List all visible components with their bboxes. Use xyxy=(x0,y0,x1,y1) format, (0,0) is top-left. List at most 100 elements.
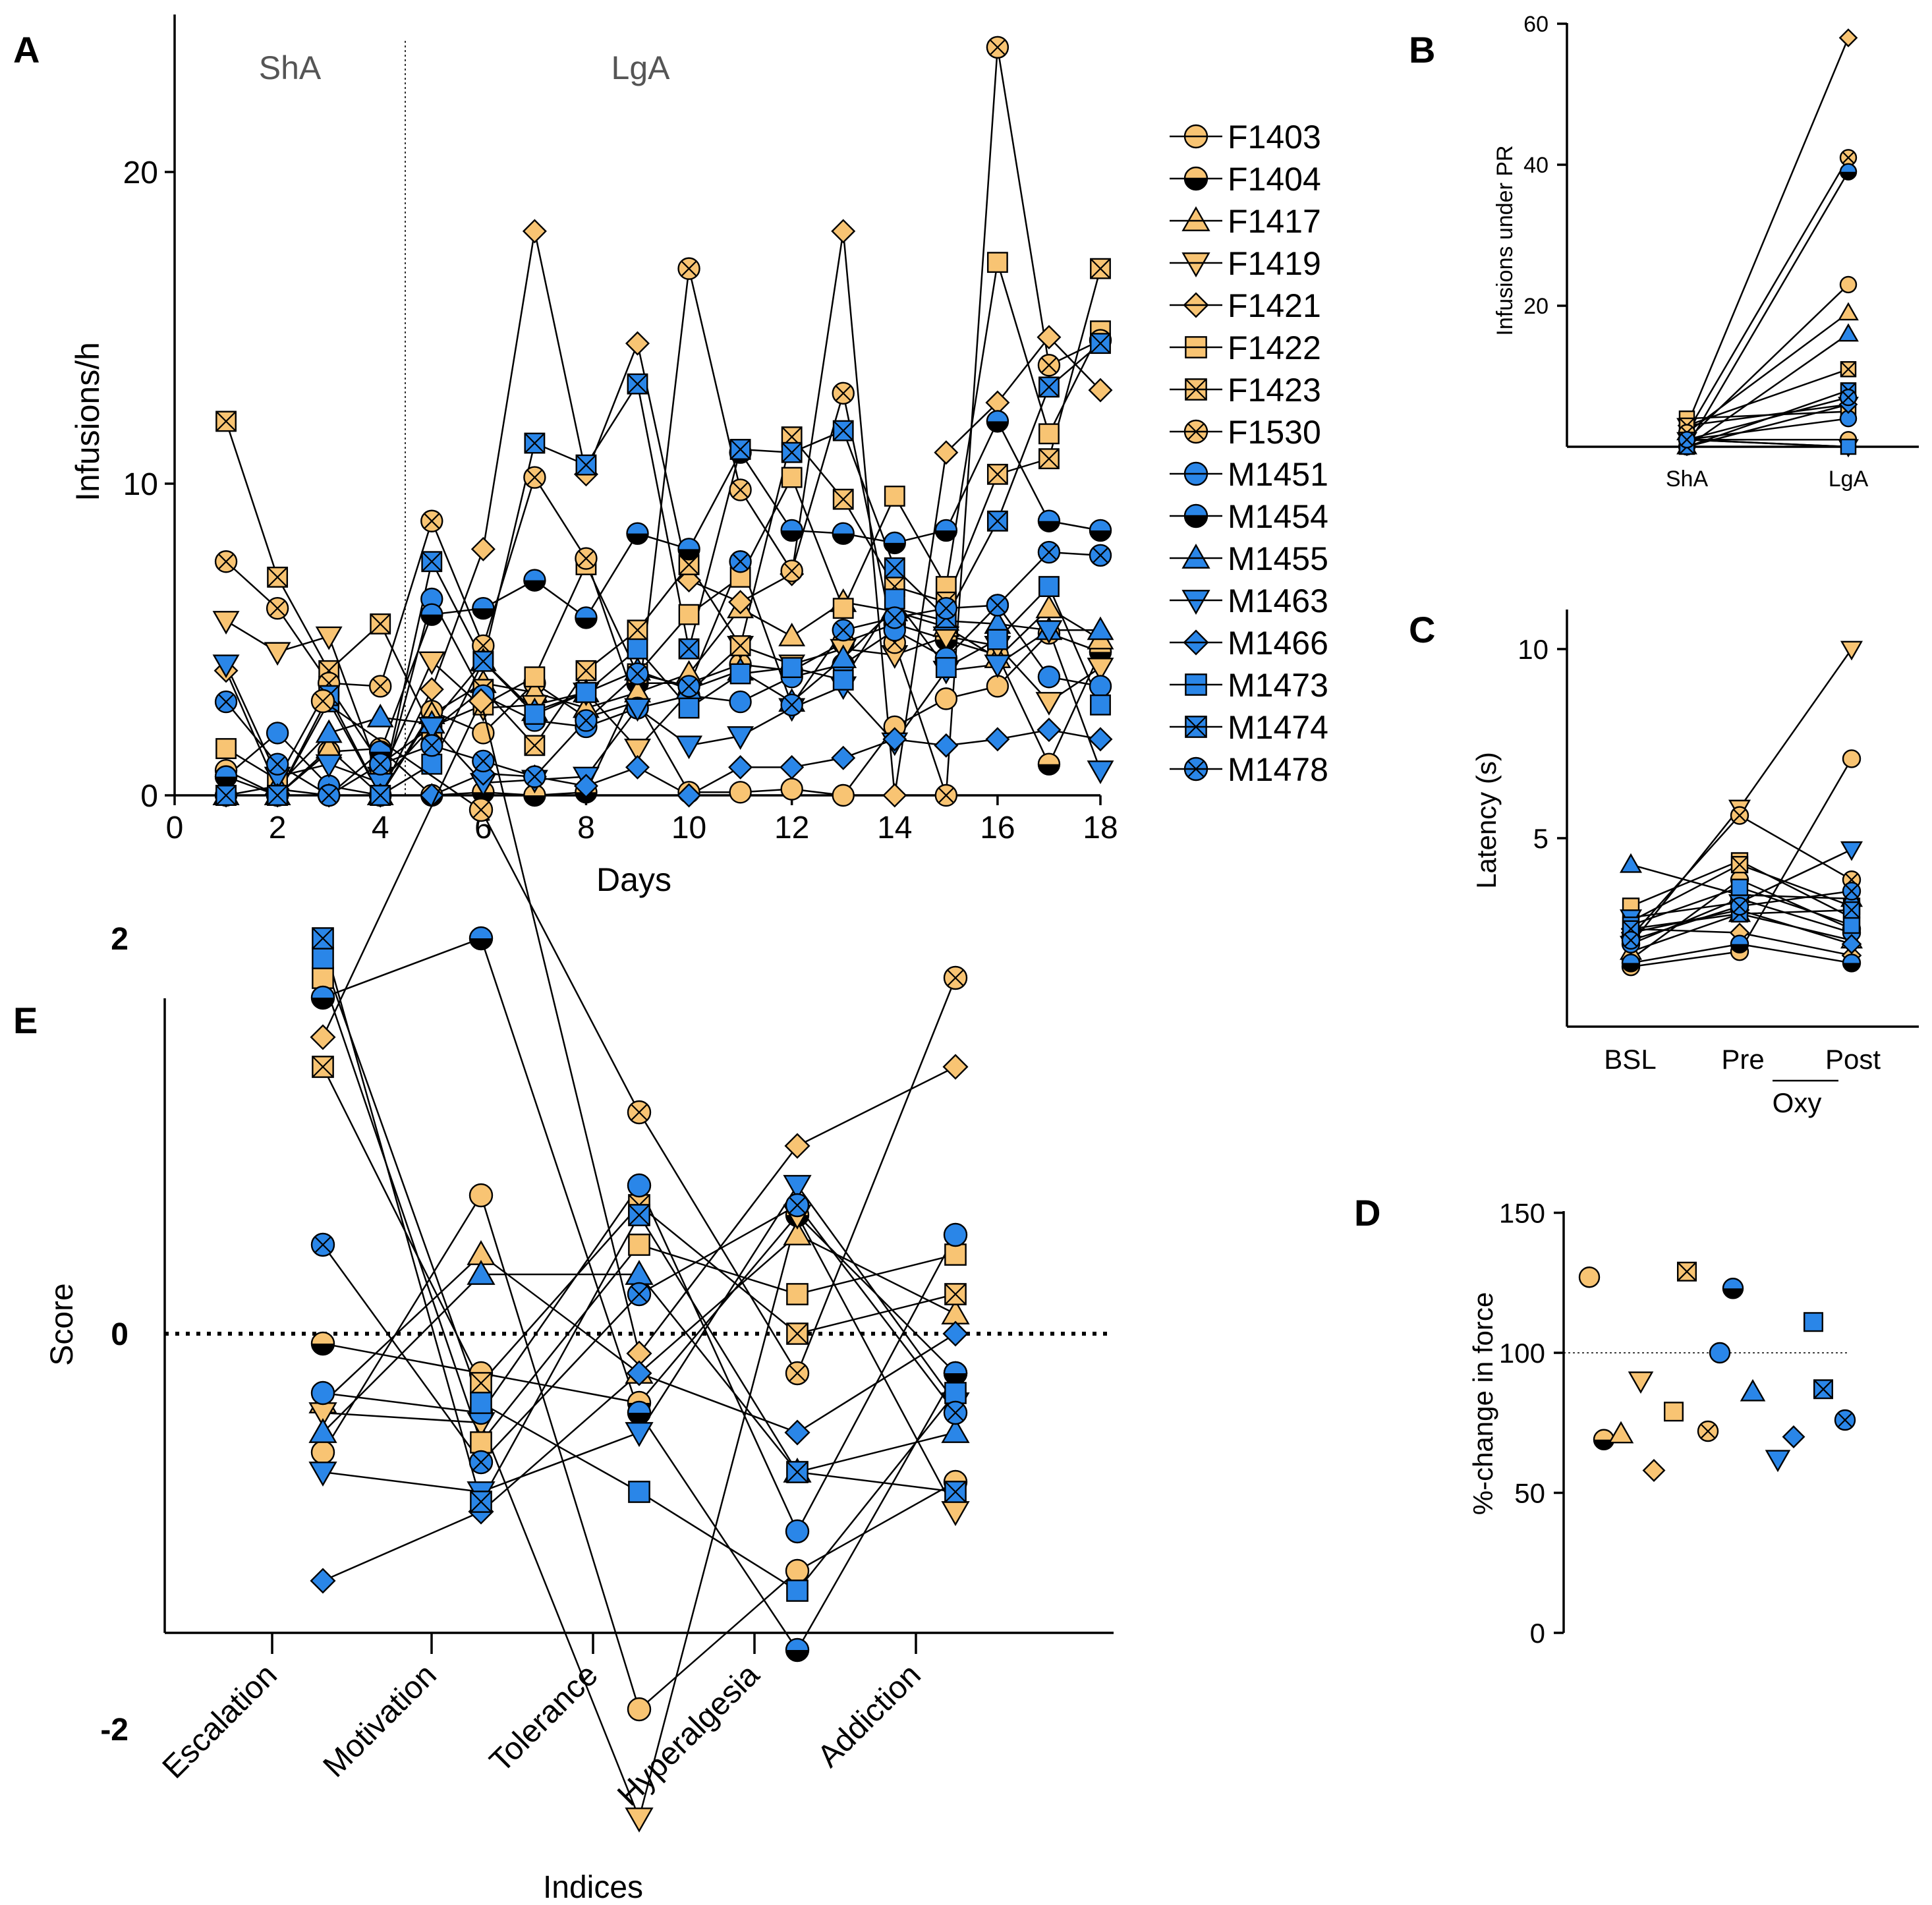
panel-b: B 20 40 60 ShA LgA Infusions under PR xyxy=(1409,12,1919,492)
point-M1454 xyxy=(1037,509,1061,532)
legend-label: F1404 xyxy=(1228,161,1321,198)
point-F1403 xyxy=(832,783,855,807)
point-M1455 xyxy=(308,1418,337,1443)
point-M1466 xyxy=(728,754,753,780)
legend-symbol-M1455 xyxy=(1181,544,1210,569)
legend-item: F1421 xyxy=(1170,287,1321,324)
legend-item: M1474 xyxy=(1170,709,1328,746)
panel-b-label: B xyxy=(1409,29,1435,71)
tick-label: Post xyxy=(1825,1044,1881,1075)
point-F1417 xyxy=(1608,1421,1634,1444)
legend-item: M1455 xyxy=(1170,540,1328,577)
point-M1454 xyxy=(986,410,1009,433)
point-F1404 xyxy=(310,1331,335,1356)
phase-label-sha: ShA xyxy=(259,49,322,86)
point-M1473 xyxy=(729,663,751,685)
point-M1454 xyxy=(780,519,803,542)
tick-label: Escalation xyxy=(156,1657,284,1785)
panel-c-ticks: 5 10 BSL Pre Post xyxy=(1518,634,1881,1075)
point-M1478 xyxy=(1089,544,1112,567)
point-M1451 xyxy=(266,722,289,745)
series-line-M1451 xyxy=(1686,417,1849,441)
point-M1473 xyxy=(1842,916,1861,934)
legend-label: M1455 xyxy=(1228,540,1328,577)
panel-b-markers xyxy=(1676,28,1859,458)
point-F1422 xyxy=(1038,423,1060,445)
point-F1421 xyxy=(1642,1459,1666,1482)
point-F1419 xyxy=(212,611,240,635)
point-F1530 xyxy=(986,36,1009,59)
point-F1530 xyxy=(1730,806,1749,825)
point-F1530 xyxy=(832,382,855,405)
tick-label: 4 xyxy=(372,810,389,845)
tick-label: 5 xyxy=(1533,823,1548,854)
legend-item: F1423 xyxy=(1170,372,1321,409)
legend-marker xyxy=(1181,252,1210,277)
tick-label: 18 xyxy=(1083,810,1118,845)
series-line-M1466 xyxy=(226,729,1101,797)
panel-d-label: D xyxy=(1354,1192,1380,1234)
point-M1474 xyxy=(575,454,597,476)
panel-d-ticks: 0 50 100 150 xyxy=(1499,1198,1564,1649)
tick-label: 10 xyxy=(671,810,706,845)
point-M1463 xyxy=(1765,1450,1791,1473)
legend-item: M1466 xyxy=(1170,625,1328,662)
legend-label: M1473 xyxy=(1228,667,1328,704)
point-F1421 xyxy=(831,219,856,244)
panel-b-ticks: 20 40 60 ShA LgA xyxy=(1523,12,1868,492)
point-F1403 xyxy=(472,722,495,745)
point-F1530 xyxy=(934,783,958,807)
tick-label: 8 xyxy=(577,810,595,845)
point-F1419 xyxy=(625,1807,654,1833)
point-M1454 xyxy=(469,926,494,951)
point-F1422 xyxy=(678,604,700,625)
point-M1473 xyxy=(935,657,957,678)
legend-item: F1419 xyxy=(1170,245,1321,282)
point-M1455 xyxy=(1087,616,1114,640)
point-F1422 xyxy=(786,1283,809,1305)
point-F1403 xyxy=(627,1697,652,1722)
legend-item: F1403 xyxy=(1170,119,1321,156)
point-F1419 xyxy=(418,651,445,675)
point-M1466 xyxy=(831,745,856,770)
point-M1473 xyxy=(1840,438,1857,455)
point-M1451 xyxy=(1709,1342,1731,1364)
point-F1422 xyxy=(524,666,546,688)
series-line-M1451 xyxy=(225,596,1101,797)
point-M1454 xyxy=(575,606,598,629)
point-M1466 xyxy=(1841,934,1862,955)
legend-item: F1417 xyxy=(1170,203,1321,240)
point-M1463 xyxy=(1087,760,1114,784)
point-F1403 xyxy=(780,778,803,801)
legend-item: M1463 xyxy=(1170,583,1328,619)
point-M1455 xyxy=(625,1260,654,1285)
panel-c-markers xyxy=(1619,640,1863,977)
legend-label: M1478 xyxy=(1228,751,1328,788)
panel-a-series-lines xyxy=(225,47,1102,798)
panel-c-y-label: Latency (s) xyxy=(1471,752,1502,889)
point-M1454 xyxy=(310,985,335,1010)
point-F1419 xyxy=(624,739,651,762)
legend-label: M1463 xyxy=(1228,583,1328,619)
point-M1454 xyxy=(1730,934,1749,953)
point-M1478 xyxy=(1621,930,1641,950)
point-F1530 xyxy=(729,478,752,501)
point-F1417 xyxy=(1838,302,1859,321)
point-M1478 xyxy=(310,1232,335,1257)
point-F1422 xyxy=(986,252,1008,273)
point-M1474 xyxy=(1090,333,1111,355)
point-M1473 xyxy=(627,638,648,660)
point-M1478 xyxy=(1842,882,1861,901)
tick-label: Hyperalgesia xyxy=(611,1657,766,1813)
tick-label: 0 xyxy=(166,810,184,845)
point-F1419 xyxy=(941,1501,970,1526)
series-line-F1423 xyxy=(1686,368,1849,427)
point-M1478 xyxy=(369,753,392,776)
point-F1403 xyxy=(785,1558,810,1583)
point-M1466 xyxy=(985,727,1010,752)
point-M1466 xyxy=(1088,727,1113,752)
point-F1530 xyxy=(369,675,392,698)
point-M1473 xyxy=(1803,1312,1823,1332)
tick-label: 20 xyxy=(123,156,158,190)
point-M1474 xyxy=(215,785,237,806)
